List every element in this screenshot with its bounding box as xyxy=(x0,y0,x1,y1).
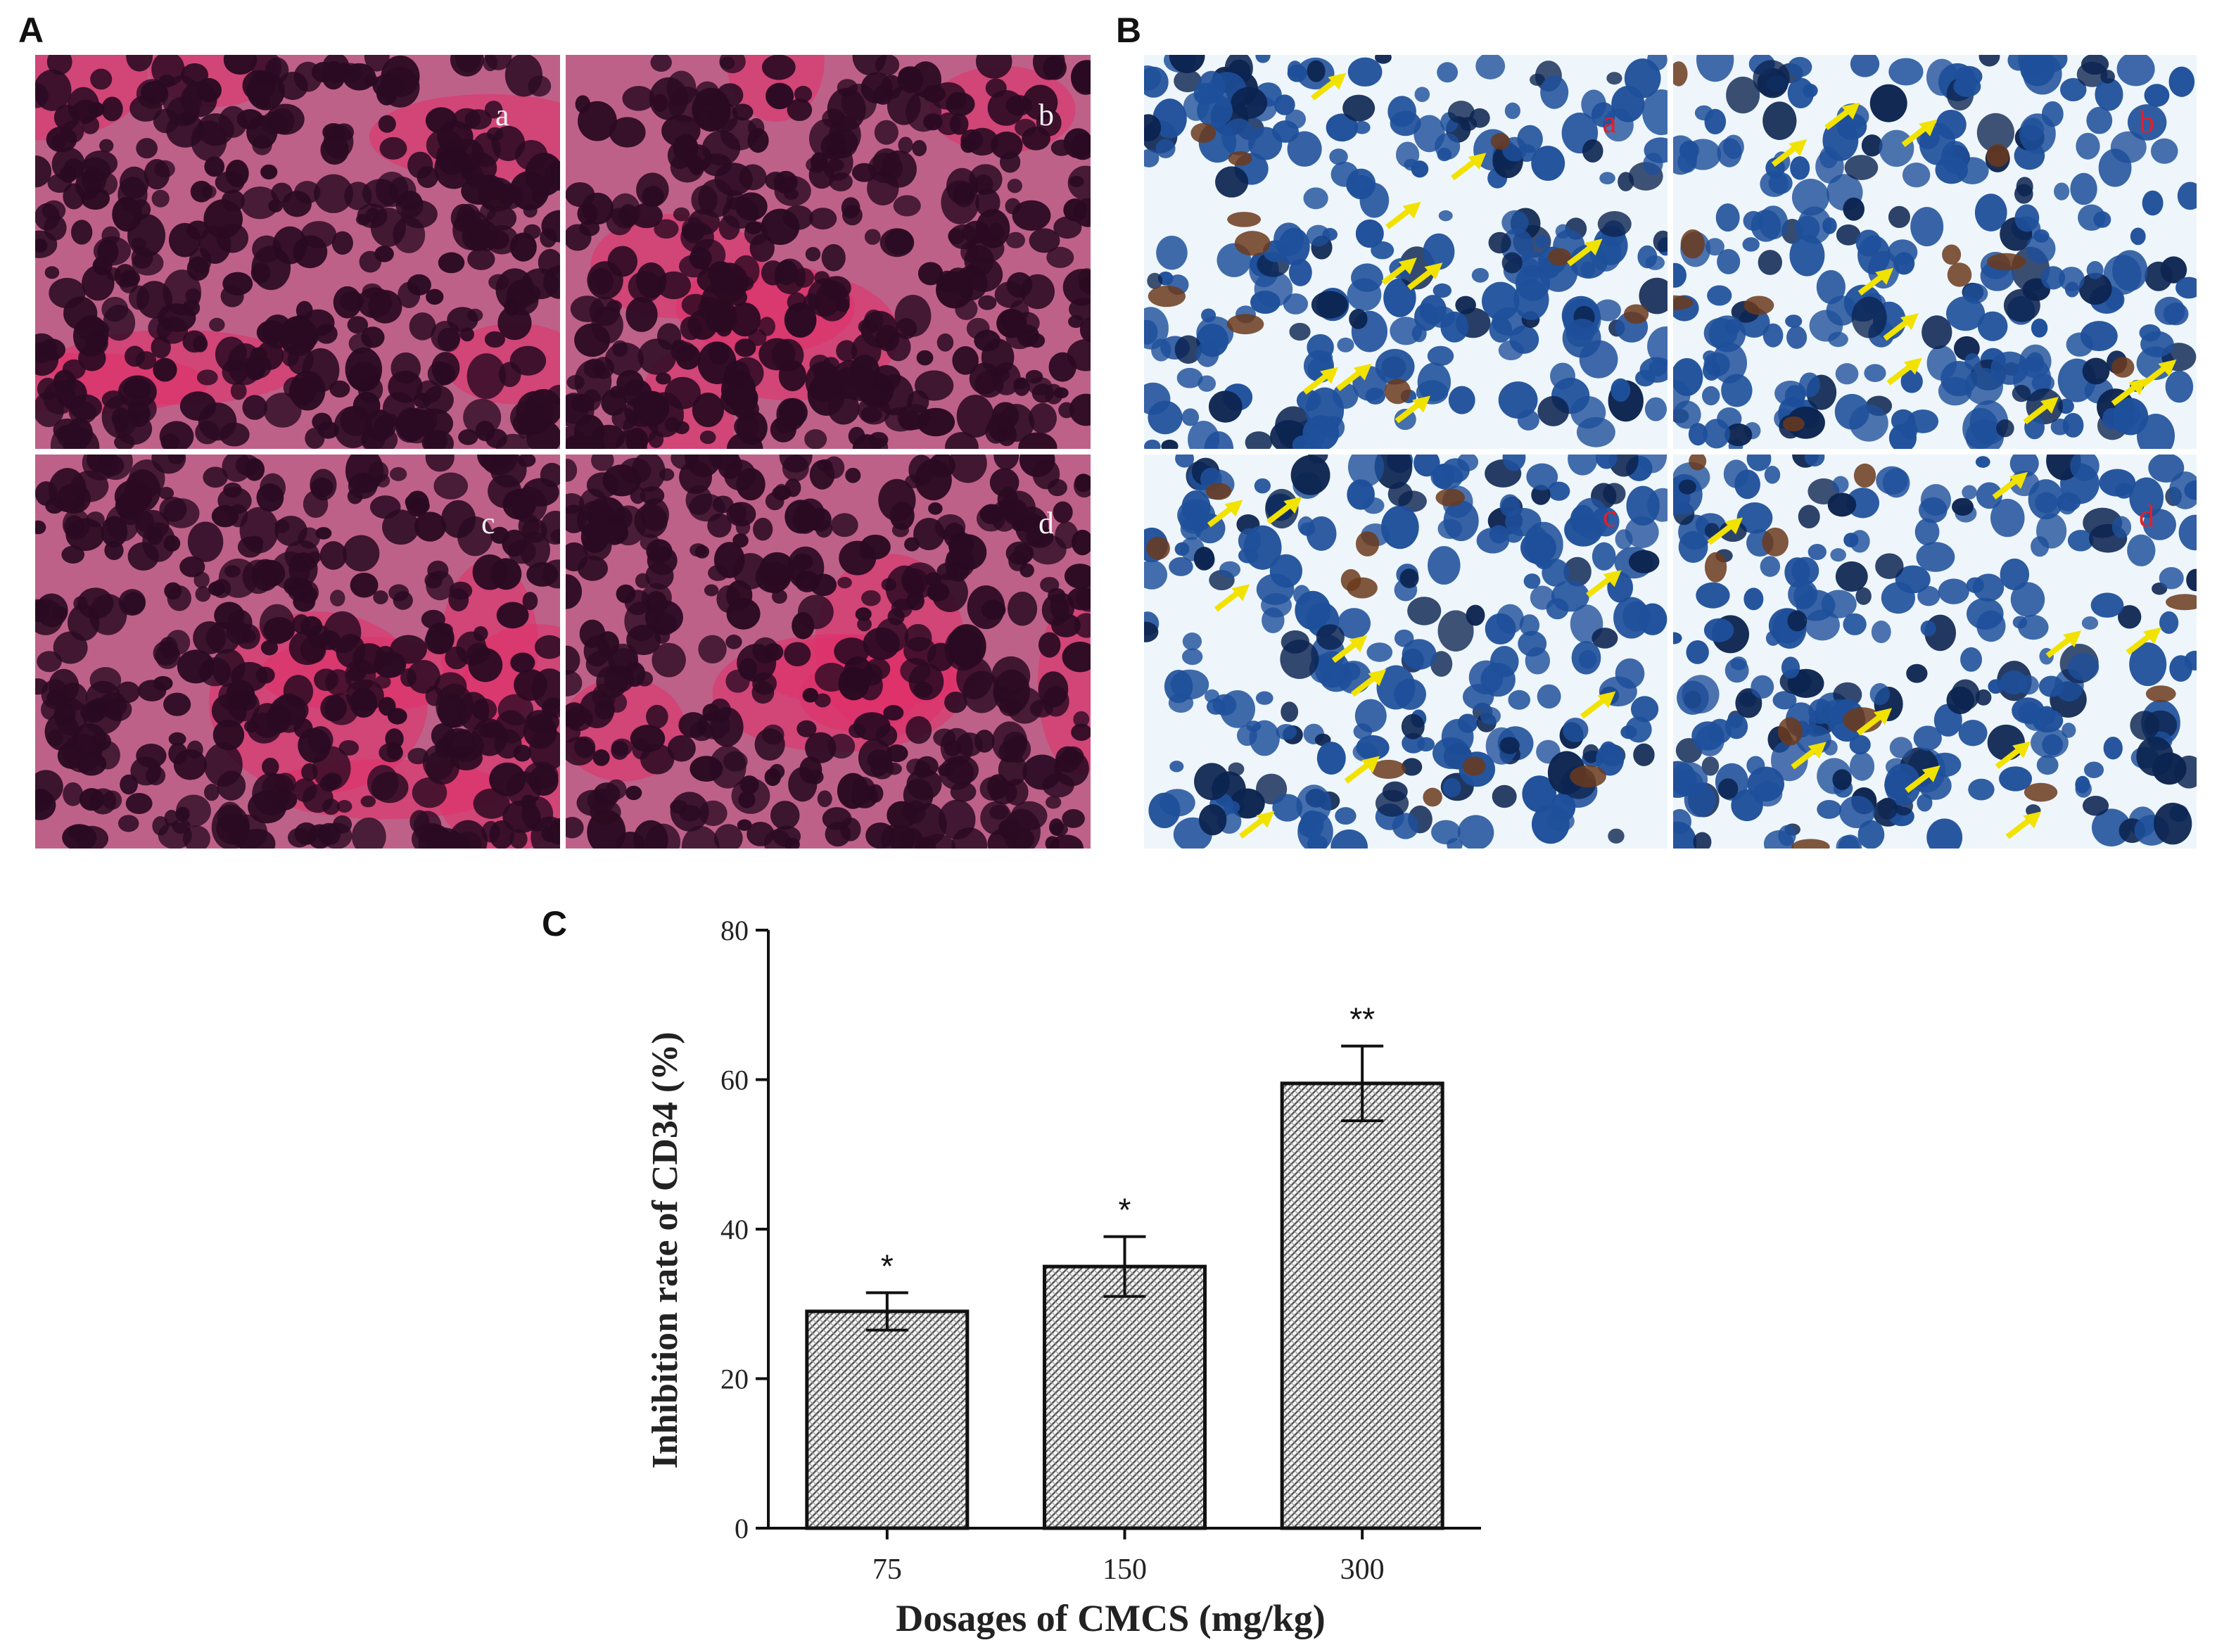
arrow-indicator xyxy=(1886,357,1922,386)
x-tick-label: 300 xyxy=(1340,1553,1385,1586)
panel-b-sublabel-a: a xyxy=(1603,105,1617,139)
panel-label-a: A xyxy=(18,11,44,50)
y-tick-label: 20 xyxy=(720,1364,749,1395)
x-tick-label: 150 xyxy=(1103,1553,1147,1586)
arrow-indicator xyxy=(1451,153,1487,181)
arrow-indicator xyxy=(1336,363,1372,391)
arrow-indicator xyxy=(2005,811,2042,839)
y-axis-title: Inhibition rate of CD34 (%) xyxy=(645,1031,685,1468)
error-bar xyxy=(865,1291,908,1332)
x-axis-title: Dosages of CMCS (mg/kg) xyxy=(896,1597,1325,1639)
bar xyxy=(1043,1264,1207,1530)
panel-b-sublabel-c: c xyxy=(1603,499,1617,533)
arrow-indicator xyxy=(1406,262,1443,291)
arrow-indicator xyxy=(2140,359,2177,388)
bar xyxy=(805,1309,970,1530)
arrow-indicator xyxy=(1385,201,1421,229)
arrow-indicator xyxy=(1992,471,2028,500)
arrow-indicator xyxy=(2111,378,2147,406)
significance-marker: * xyxy=(881,1247,894,1284)
arrow-indicator xyxy=(2023,396,2059,425)
arrow-indicator xyxy=(1905,765,1940,794)
arrow-indicator xyxy=(1771,139,1808,167)
arrow-indicator xyxy=(2045,630,2082,659)
arrow-indicator xyxy=(1395,395,1431,424)
arrow-indicator xyxy=(1350,669,1387,697)
micrograph-quadrant xyxy=(1144,455,1667,849)
micrograph-quadrant xyxy=(1673,455,2197,849)
significance-marker: ** xyxy=(1349,1001,1375,1038)
arrow-indicator xyxy=(1207,500,1243,528)
micrograph-quadrant xyxy=(35,455,560,849)
micrograph-quadrant xyxy=(1144,55,1667,449)
panel-label-c: C xyxy=(542,904,568,943)
panel-b-sublabel-d: d xyxy=(2139,499,2154,533)
y-tick-label: 40 xyxy=(720,1214,749,1245)
panel-a-sublabel-d: d xyxy=(1038,506,1054,540)
arrow-indicator xyxy=(1266,497,1302,525)
arrow-indicator xyxy=(1791,742,1827,770)
arrow-indicator xyxy=(1381,258,1417,286)
arrow-indicator xyxy=(1344,756,1380,784)
arrow-indicator xyxy=(1707,517,1743,545)
micrograph-quadrant xyxy=(566,55,1091,449)
arrow-indicator xyxy=(1331,635,1368,663)
arrow-indicator xyxy=(1995,741,2031,769)
arrow-indicator xyxy=(2126,627,2161,655)
arrow-indicator xyxy=(1580,691,1616,719)
arrow-indicator xyxy=(1214,584,1250,612)
panel-a-sublabel-c: c xyxy=(481,506,495,540)
micrograph-quadrant xyxy=(35,55,560,449)
y-tick-label: 0 xyxy=(735,1513,749,1544)
panel-b-sublabel-b: b xyxy=(2139,105,2154,139)
panel-a-sublabel-b: b xyxy=(1038,98,1054,132)
x-tick-label: 75 xyxy=(872,1553,902,1586)
arrow-indicator xyxy=(1824,102,1860,130)
y-tick-label: 80 xyxy=(720,915,749,946)
bar xyxy=(1280,1081,1444,1530)
cd34-ihc-micrograph-grid xyxy=(1144,55,2197,849)
y-tick-label: 60 xyxy=(720,1065,749,1096)
arrow-indicator xyxy=(1857,267,1894,296)
panel-a-sublabel-a: a xyxy=(495,98,509,132)
error-bar xyxy=(1103,1235,1146,1298)
arrow-indicator xyxy=(1310,72,1347,101)
micrograph-quadrant xyxy=(1673,55,2197,449)
micrograph-quadrant xyxy=(566,455,1091,849)
arrow-indicator xyxy=(1238,811,1275,839)
he-stain-micrograph-grid xyxy=(35,55,1091,849)
arrow-indicator xyxy=(1883,313,1919,341)
panel-label-b: B xyxy=(1116,11,1142,50)
significance-marker: * xyxy=(1119,1192,1131,1228)
arrow-indicator xyxy=(1567,239,1603,267)
arrow-indicator xyxy=(1586,570,1622,598)
arrow-indicator xyxy=(1302,367,1339,395)
arrow-indicator xyxy=(1856,708,1893,736)
arrow-indicator xyxy=(1901,119,1938,147)
error-bar xyxy=(1341,1044,1384,1122)
